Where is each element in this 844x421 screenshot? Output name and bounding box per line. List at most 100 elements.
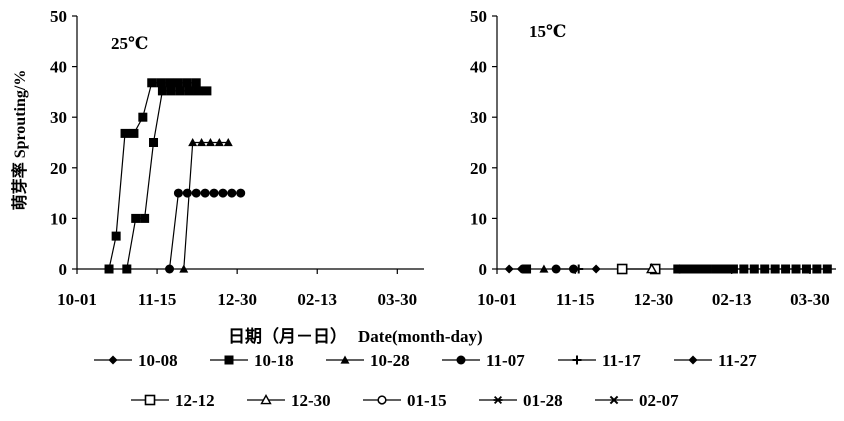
legend-marker (260, 394, 272, 405)
panel-25c: 0 10 20 30 40 50 10-01 11-15 12-30 02-13 03-30 25℃ (50, 7, 424, 309)
legend-item-01-28: 01-28 (479, 391, 563, 410)
data-point (165, 264, 175, 274)
x-tick-label: 11-15 (138, 290, 177, 309)
data-point (191, 78, 201, 88)
data-point (551, 264, 561, 274)
data-point (616, 263, 628, 275)
data-point (182, 188, 192, 198)
data-point (702, 264, 712, 274)
legend-item-12-30: 12-30 (247, 391, 331, 410)
legend-item-12-12: 12-12 (131, 391, 215, 410)
data-point (165, 78, 175, 88)
legend-label: 10-28 (370, 351, 410, 370)
y-tick-label: 20 (470, 159, 487, 178)
x-tick-label: 02-13 (297, 290, 337, 309)
x-tick-label: 12-30 (217, 290, 257, 309)
panel-15c: 0 10 20 30 40 50 10-01 11-15 12-30 02-13 03-30 15℃ (470, 7, 836, 309)
series-11-27 (591, 264, 601, 274)
legend-item-10-08: 10-08 (94, 351, 178, 370)
data-point (591, 264, 601, 274)
x-tick-label: 03-30 (790, 290, 830, 309)
data-point (812, 264, 822, 274)
x-axis-label-cn: 日期（月－日） (228, 326, 347, 346)
data-point (157, 86, 167, 96)
data-point (200, 188, 210, 198)
data-point (218, 188, 228, 198)
data-point (673, 264, 683, 274)
legend-label: 12-30 (291, 391, 331, 410)
data-point (214, 138, 224, 147)
data-point (209, 188, 219, 198)
data-point (191, 188, 201, 198)
legend-label: 11-07 (486, 351, 525, 370)
legend-marker (224, 355, 234, 365)
data-point (175, 86, 185, 96)
legend-marker (108, 355, 118, 365)
series-line (108, 82, 197, 270)
legend-label: 01-28 (523, 391, 563, 410)
data-point (694, 264, 704, 274)
data-point (205, 138, 215, 147)
series-11-17 (574, 264, 584, 274)
y-tick-label: 10 (50, 209, 67, 228)
data-point (539, 264, 549, 273)
data-point (122, 264, 132, 274)
y-tick-label: 20 (50, 159, 67, 178)
data-point (111, 231, 121, 241)
data-point (749, 264, 759, 274)
legend-marker (340, 355, 350, 364)
data-point (739, 264, 749, 274)
y-tick-label: 30 (470, 108, 487, 127)
legend-label: 11-17 (602, 351, 641, 370)
data-point (781, 264, 791, 274)
legend-label: 11-27 (718, 351, 757, 370)
data-point (138, 112, 148, 122)
data-point (184, 86, 194, 96)
data-point (149, 138, 159, 147)
legend-item-11-27: 11-27 (674, 351, 757, 370)
data-point (801, 264, 811, 274)
data-point (760, 264, 770, 274)
data-point (173, 78, 183, 88)
data-point (522, 264, 532, 274)
legend-label: 01-15 (407, 391, 447, 410)
legend: 10-08 10-18 10-28 11-07 11-17 11-27 12-12 12-30… (94, 351, 757, 410)
y-tick-label: 0 (479, 260, 488, 279)
series-10-28 (179, 138, 233, 273)
data-point (129, 128, 139, 138)
data-point (140, 213, 150, 223)
legend-marker (493, 395, 503, 405)
legend-label: 10-18 (254, 351, 294, 370)
series-10-18 (122, 86, 212, 274)
legend-marker (456, 355, 466, 365)
legend-marker (609, 395, 619, 405)
legend-item-10-18: 10-18 (210, 351, 294, 370)
y-tick-label: 40 (50, 58, 67, 77)
series-11-07 (551, 264, 578, 274)
data-point (568, 264, 578, 274)
data-point (131, 213, 141, 223)
data-point (711, 264, 721, 274)
data-point (687, 264, 697, 274)
data-point (791, 264, 801, 274)
legend-marker (377, 395, 387, 405)
data-point (227, 188, 237, 198)
x-tick-label: 02-13 (712, 290, 752, 309)
y-tick-label: 10 (470, 209, 487, 228)
x-tick-label: 10-01 (477, 290, 517, 309)
y-tick-label: 50 (470, 7, 487, 26)
data-point (120, 128, 130, 138)
legend-label: 12-12 (175, 391, 215, 410)
data-point (202, 86, 212, 96)
data-point (188, 138, 198, 147)
legend-item-02-07: 02-07 (595, 391, 679, 410)
data-point (193, 86, 203, 96)
legend-label: 02-07 (639, 391, 679, 410)
y-tick-label: 0 (59, 260, 68, 279)
legend-marker (688, 355, 698, 365)
series-12-30 (646, 263, 658, 274)
x-tick-label: 11-15 (556, 290, 595, 309)
